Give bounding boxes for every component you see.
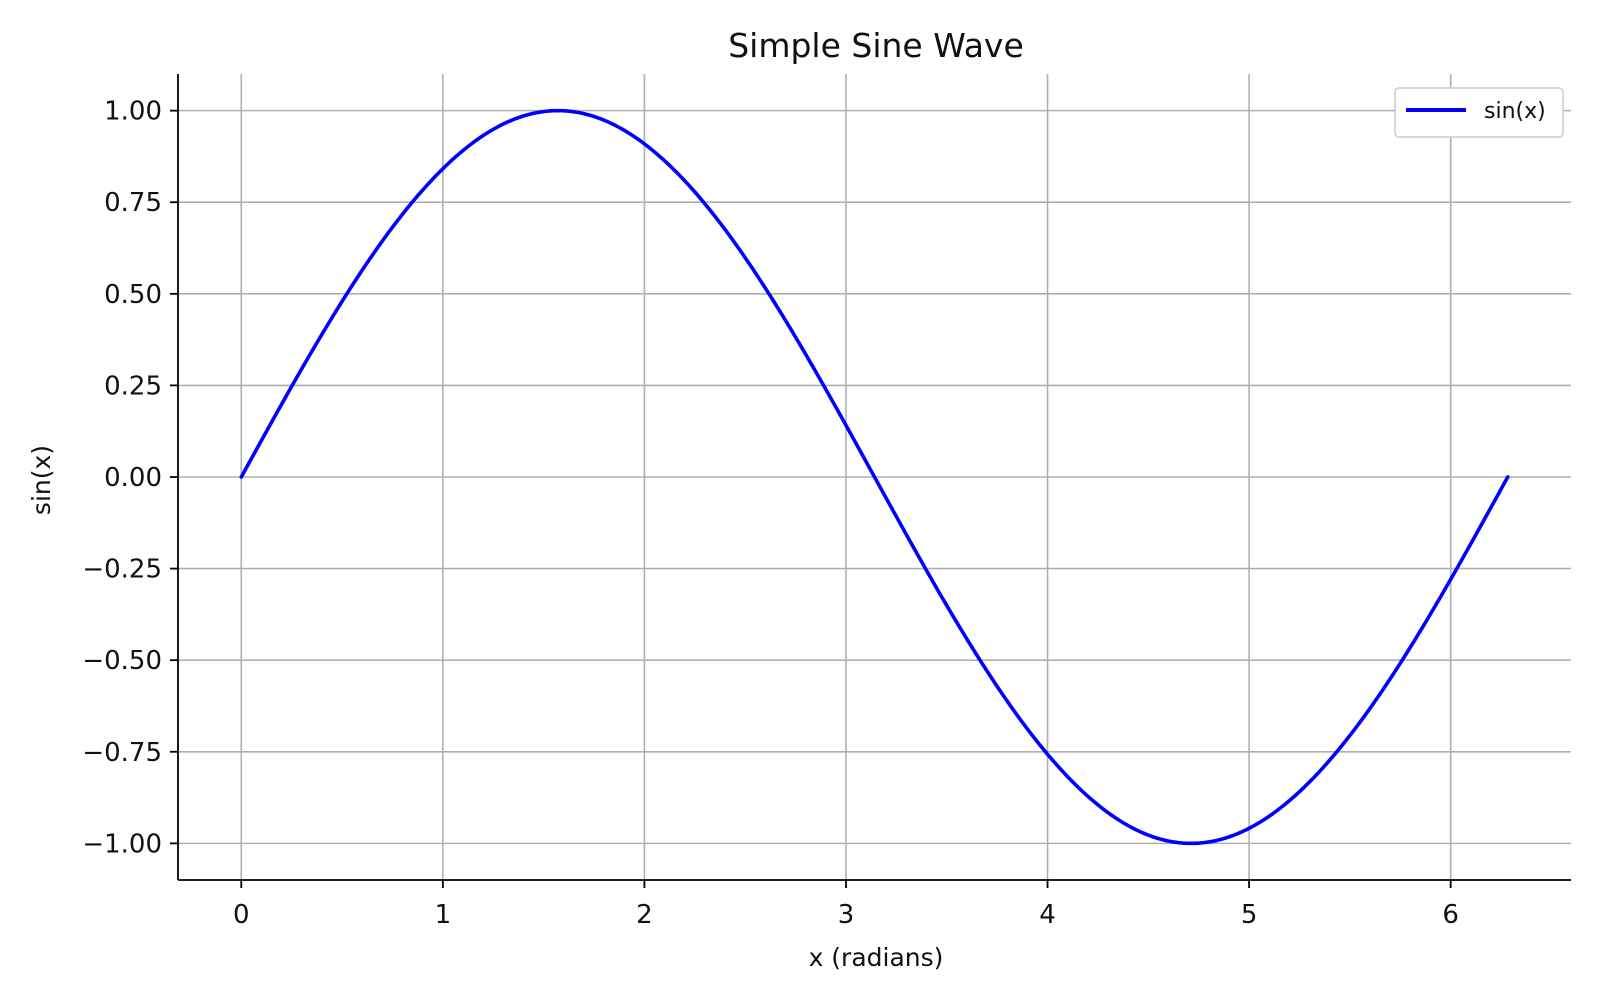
y-axis-label: sin(x): [27, 445, 56, 515]
grid-lines: [178, 74, 1571, 880]
y-tick-label: 1.00: [104, 97, 162, 127]
y-tick-label: −0.50: [82, 646, 162, 676]
x-tick-label: 1: [435, 900, 452, 930]
x-tick-label: 6: [1442, 900, 1459, 930]
legend-box: [1394, 87, 1564, 138]
y-tick-label: −0.75: [82, 738, 162, 768]
y-tick-label: 0.00: [104, 463, 162, 493]
axis-ticks: 0 1 2 3 4 5 6 1.00 0.75 0.50 0.25 0.00 −0.25 −0.50 −0.…: [82, 97, 1459, 930]
legend: sin(x): [1394, 87, 1564, 138]
y-tick-label: 0.50: [104, 280, 162, 310]
y-tick-label: 0.75: [104, 188, 162, 218]
x-tick-label: 2: [636, 900, 653, 930]
x-tick-label: 5: [1241, 900, 1258, 930]
series-layer: [239, 108, 1510, 846]
x-tick-label: 0: [233, 900, 250, 930]
y-tick-label: 0.25: [104, 371, 162, 401]
series-line-sin: [239, 108, 1510, 846]
y-tick-label: −0.25: [82, 555, 162, 585]
chart-title: Simple Sine Wave: [728, 26, 1024, 65]
y-tick-label: −1.00: [82, 829, 162, 859]
legend-label-sin: sin(x): [1484, 99, 1546, 124]
x-tick-label: 3: [838, 900, 855, 930]
x-axis-label: x (radians): [809, 943, 944, 972]
x-tick-label: 4: [1039, 900, 1056, 930]
